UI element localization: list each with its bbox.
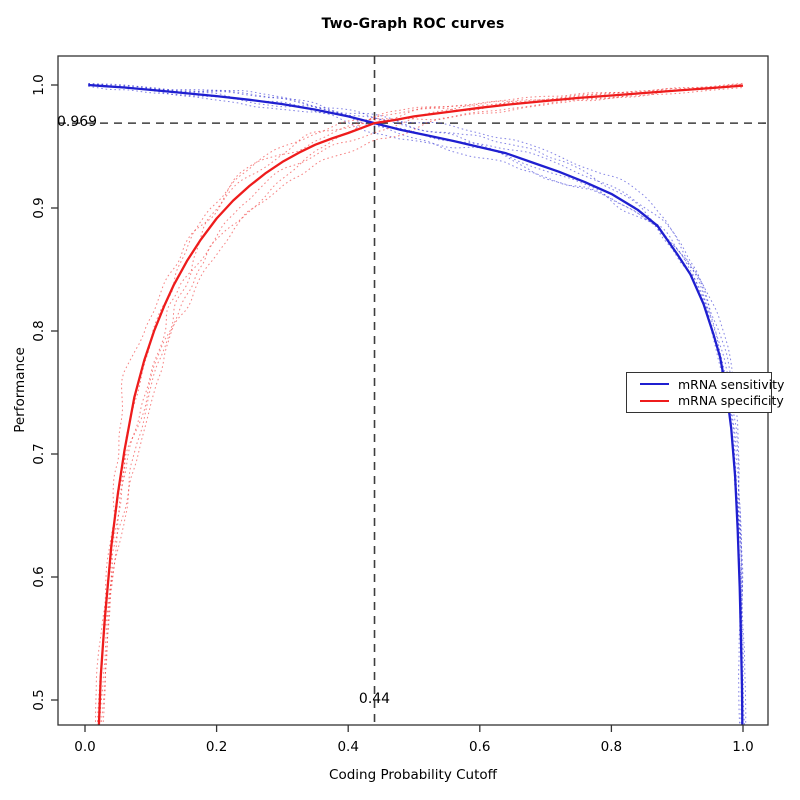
legend-item-sensitivity: mRNA sensitivity	[640, 377, 784, 392]
legend-line-specificity-icon	[640, 399, 669, 402]
svg-text:0.0: 0.0	[74, 739, 95, 755]
svg-text:1.0: 1.0	[732, 739, 753, 755]
annotation-performance-value: 0.969	[57, 114, 98, 131]
svg-text:1.0: 1.0	[31, 74, 47, 95]
x-axis-title: Coding Probability Cutoff	[329, 767, 497, 783]
chart-title: Two-Graph ROC curves	[321, 16, 505, 32]
legend: mRNA sensitivity mRNA specificity	[626, 372, 784, 413]
svg-text:0.4: 0.4	[337, 739, 358, 755]
annotation-cutoff-value: 0.44	[358, 691, 391, 707]
svg-text:0.6: 0.6	[469, 739, 490, 755]
svg-text:0.8: 0.8	[31, 320, 47, 341]
svg-text:0.6: 0.6	[31, 566, 47, 587]
legend-line-sensitivity-icon	[640, 383, 669, 386]
svg-text:0.2: 0.2	[206, 739, 227, 755]
svg-text:0.5: 0.5	[31, 689, 47, 710]
svg-text:0.9: 0.9	[31, 197, 47, 218]
legend-label-sensitivity: mRNA sensitivity	[678, 376, 785, 392]
svg-text:0.8: 0.8	[601, 739, 622, 755]
legend-item-specificity: mRNA specificity	[640, 393, 784, 408]
y-axis-title: Performance	[12, 347, 28, 433]
svg-text:0.7: 0.7	[31, 443, 47, 464]
legend-label-specificity: mRNA specificity	[678, 393, 784, 409]
